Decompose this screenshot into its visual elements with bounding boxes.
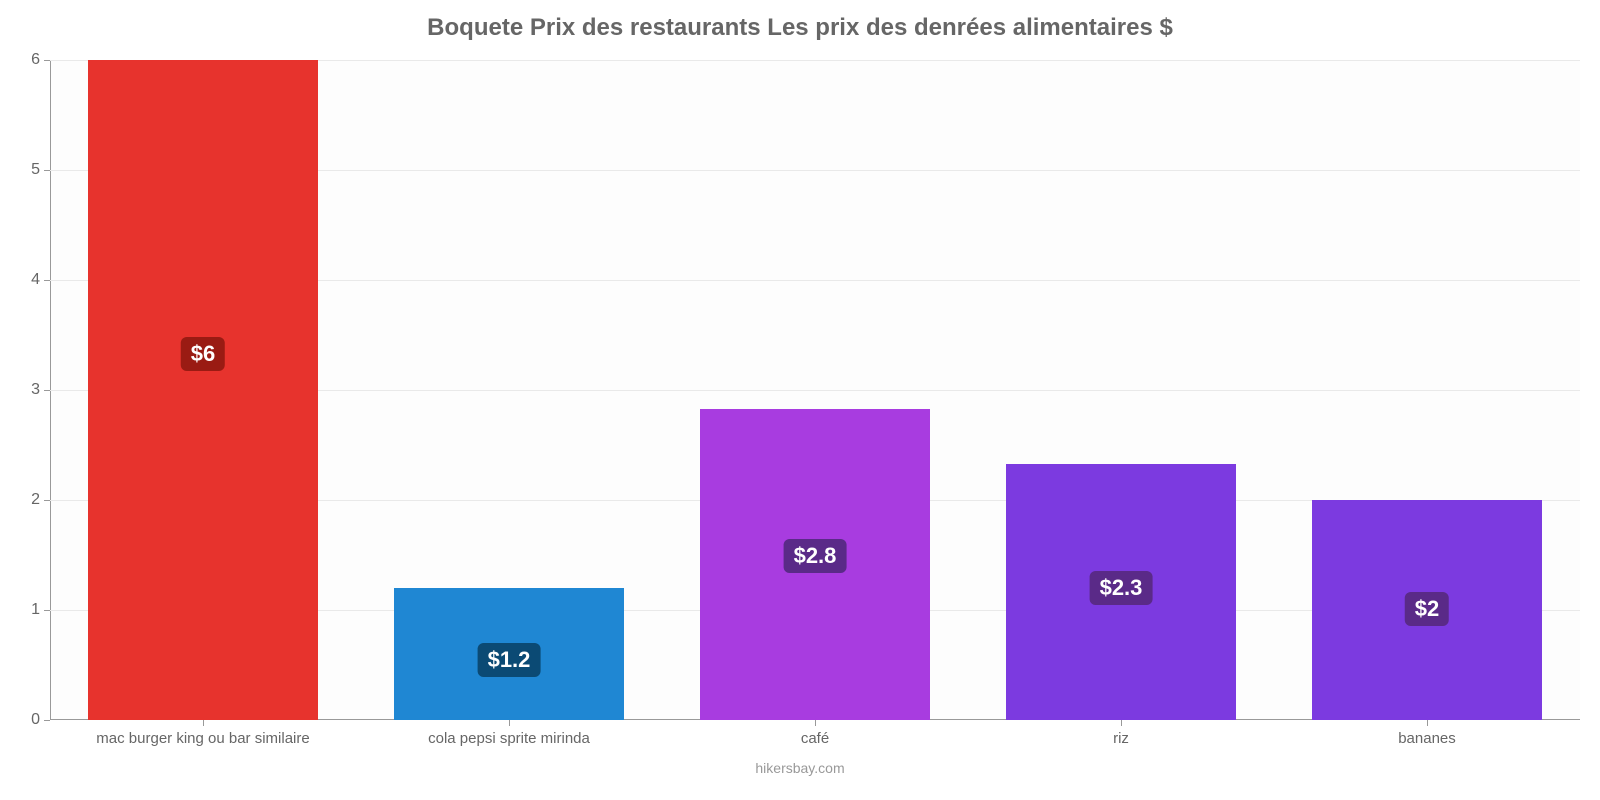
chart-title: Boquete Prix des restaurants Les prix de… (0, 14, 1600, 42)
x-category-label: café (801, 720, 829, 747)
x-category-label: cola pepsi sprite mirinda (428, 720, 590, 747)
y-tick-label: 4 (31, 271, 50, 289)
x-category-label: mac burger king ou bar similaire (96, 720, 309, 747)
bar-value-badge: $2.8 (784, 539, 847, 573)
chart-source: hikersbay.com (0, 760, 1600, 776)
y-tick-label: 5 (31, 161, 50, 179)
plot-area: 0123456$6mac burger king ou bar similair… (50, 60, 1580, 720)
bar (88, 60, 318, 720)
y-tick-label: 2 (31, 491, 50, 509)
x-category-label: riz (1113, 720, 1129, 747)
bar-value-badge: $2.3 (1090, 571, 1153, 605)
bar-value-badge: $6 (181, 337, 225, 371)
bar-value-badge: $1.2 (478, 643, 541, 677)
bar-value-badge: $2 (1405, 592, 1449, 626)
x-category-label: bananes (1398, 720, 1456, 747)
price-bar-chart: Boquete Prix des restaurants Les prix de… (0, 0, 1600, 800)
y-tick-label: 3 (31, 381, 50, 399)
y-tick-label: 6 (31, 51, 50, 69)
y-tick-label: 1 (31, 601, 50, 619)
y-tick-label: 0 (31, 711, 50, 729)
